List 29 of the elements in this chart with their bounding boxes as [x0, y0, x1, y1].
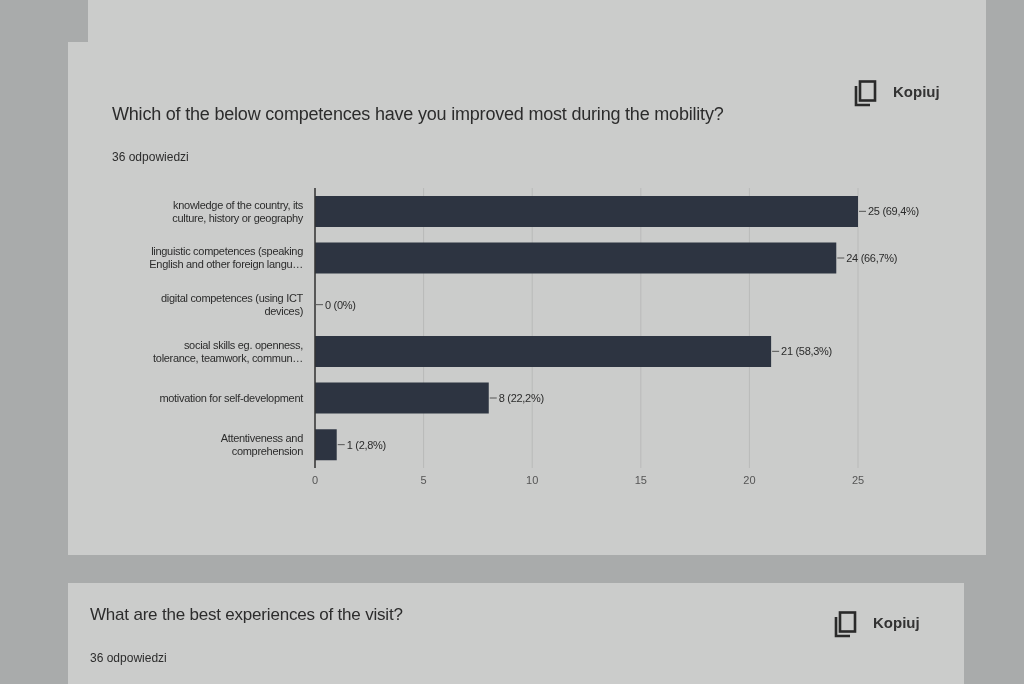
bar — [315, 242, 837, 274]
chart-title: Which of the below competences have you improved most during the mobility? — [112, 104, 724, 125]
bar — [315, 429, 337, 461]
text: 36 odpowiedzi — [90, 651, 167, 665]
y-tick-label: knowledge of the country, its culture, history or geography — [172, 198, 304, 224]
text: 36 odpowiedzi — [112, 150, 189, 164]
data-label: 0 (0%) — [325, 298, 356, 311]
x-tick-label: 20 — [743, 473, 756, 486]
bar — [315, 335, 772, 367]
data-label: 25 (69,4%) — [868, 205, 919, 218]
x-tick-label: 15 — [634, 473, 647, 486]
x-tick-label: 25 — [851, 473, 865, 486]
data-label: 21 (58,3%) — [781, 345, 832, 358]
data-label: 1 (2,8%) — [346, 438, 386, 451]
text: What are the best experiences of the visit? — [90, 605, 403, 625]
text: Kopiuj — [893, 83, 940, 100]
y-tick-label: linguistic competences (speaking English and other foreign langu… — [149, 245, 304, 271]
y-tick-label: digital competences (using ICT devices) — [160, 292, 304, 318]
x-tick-label: 0 — [311, 473, 319, 486]
y-tick-label: social skills eg. openness, tolerance, teamwork, commun… — [153, 338, 304, 364]
x-tick-label: 10 — [526, 473, 539, 486]
data-label: 24 (66,7%) — [846, 251, 898, 264]
data-label: 8 (22,2%) — [498, 391, 544, 404]
y-tick-label: motivation for self-development — [159, 391, 304, 404]
text: Kopiuj — [873, 614, 920, 631]
bar — [315, 195, 858, 227]
bar — [315, 382, 489, 414]
x-tick-label: 5 — [420, 473, 427, 486]
y-tick-label: Attentiveness and comprehension — [220, 432, 304, 458]
